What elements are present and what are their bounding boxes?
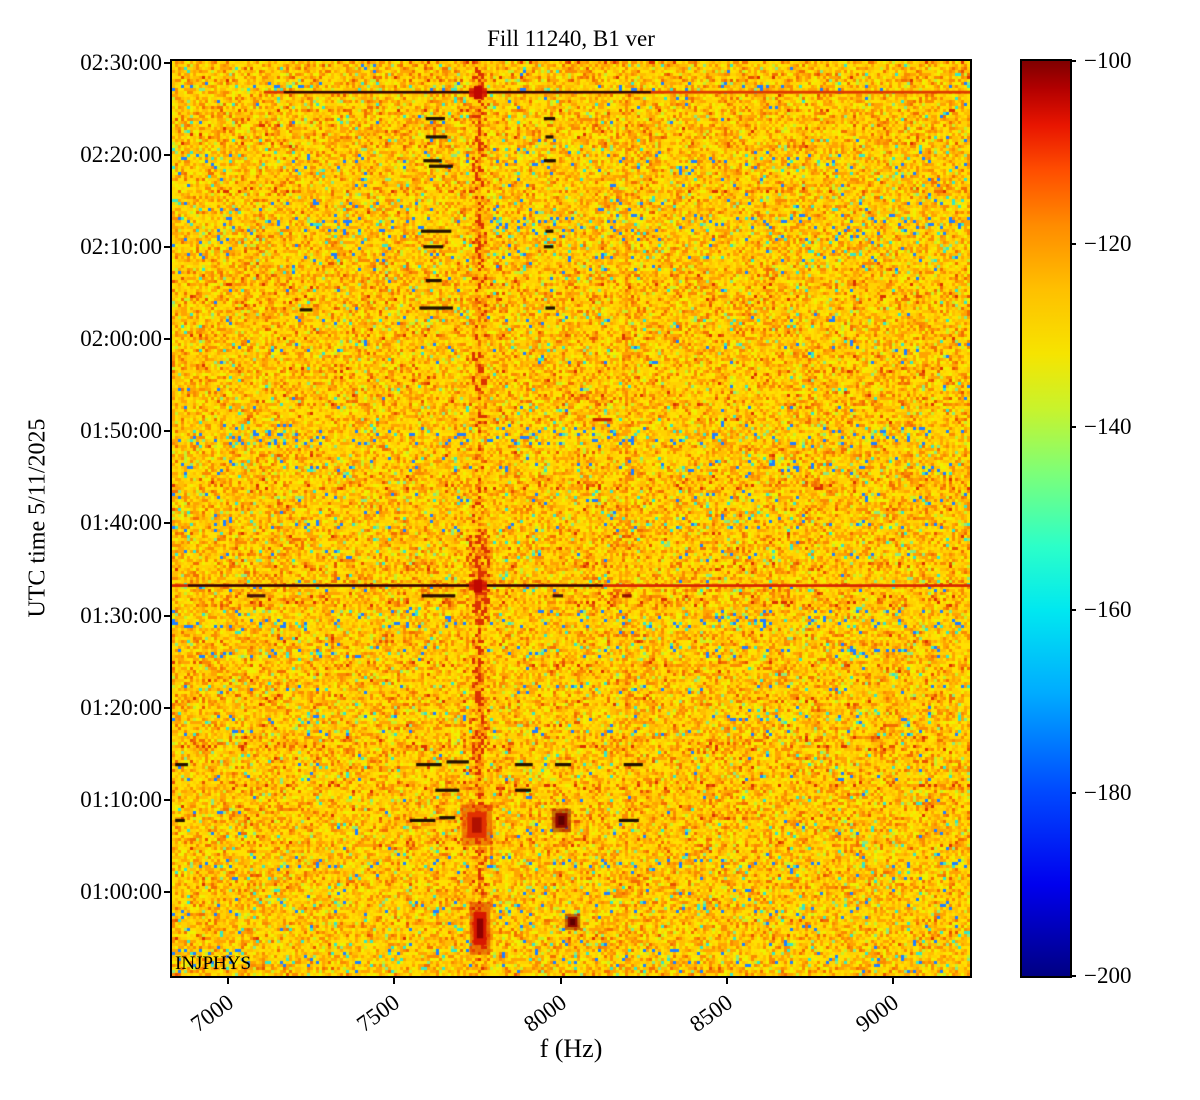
y-tick-mark [164, 153, 170, 156]
y-axis-label: UTC time 5/11/2025 [24, 418, 51, 618]
colorbar-tick-mark [1070, 60, 1076, 62]
y-tick-mark [164, 891, 170, 894]
colorbar-tick-label: −160 [1084, 597, 1132, 622]
colorbar-tick-mark [1070, 243, 1076, 245]
colorbar-tick-mark [1070, 975, 1076, 977]
x-tick-label: 8000 [518, 989, 571, 1037]
y-tick-mark [164, 799, 170, 802]
injphys-watermark: INJPHYS [175, 953, 252, 974]
x-tick-mark [226, 978, 229, 984]
spectrogram-frame [170, 59, 972, 978]
x-axis-label: f (Hz) [539, 1034, 603, 1063]
plot-title: Fill 11240, B1 ver [487, 26, 655, 51]
x-tick-mark [725, 978, 728, 984]
colorbar-tick-label: −180 [1084, 780, 1132, 805]
y-tick-label: 01:40:00 [80, 510, 162, 536]
y-tick-label: 01:30:00 [80, 602, 162, 628]
y-tick-label: 02:30:00 [80, 49, 162, 75]
colorbar-tick-label: −140 [1084, 414, 1132, 439]
colorbar [1020, 59, 1072, 978]
y-tick-label: 02:00:00 [80, 326, 162, 352]
x-tick-mark [393, 978, 396, 984]
y-tick-label: 01:10:00 [80, 787, 162, 813]
colorbar-tick-mark [1070, 609, 1076, 611]
spectrogram-canvas [172, 61, 970, 976]
x-tick-label: 7500 [352, 989, 405, 1037]
y-tick-label: 02:20:00 [80, 141, 162, 167]
x-tick-mark [559, 978, 562, 984]
x-tick-label: 7000 [186, 989, 238, 1037]
colorbar-gradient [1022, 61, 1070, 976]
colorbar-tick-mark [1070, 426, 1076, 428]
y-tick-mark [164, 614, 170, 617]
colorbar-tick-label: −120 [1084, 231, 1132, 256]
y-tick-mark [164, 338, 170, 341]
y-tick-label: 01:50:00 [80, 418, 162, 444]
y-tick-mark [164, 522, 170, 525]
x-tick-label: 8500 [684, 989, 737, 1037]
colorbar-tick-mark [1070, 792, 1076, 794]
y-tick-mark [164, 61, 170, 64]
y-tick-label: 01:20:00 [80, 694, 162, 720]
colorbar-tick-label: −200 [1084, 963, 1132, 988]
x-tick-label: 9000 [851, 989, 904, 1037]
y-tick-mark [164, 430, 170, 433]
y-tick-mark [164, 706, 170, 709]
x-tick-mark [892, 978, 895, 984]
y-tick-mark [164, 245, 170, 248]
y-tick-label: 02:10:00 [80, 233, 162, 259]
colorbar-tick-label: −100 [1084, 48, 1132, 73]
y-tick-label: 01:00:00 [80, 879, 162, 905]
